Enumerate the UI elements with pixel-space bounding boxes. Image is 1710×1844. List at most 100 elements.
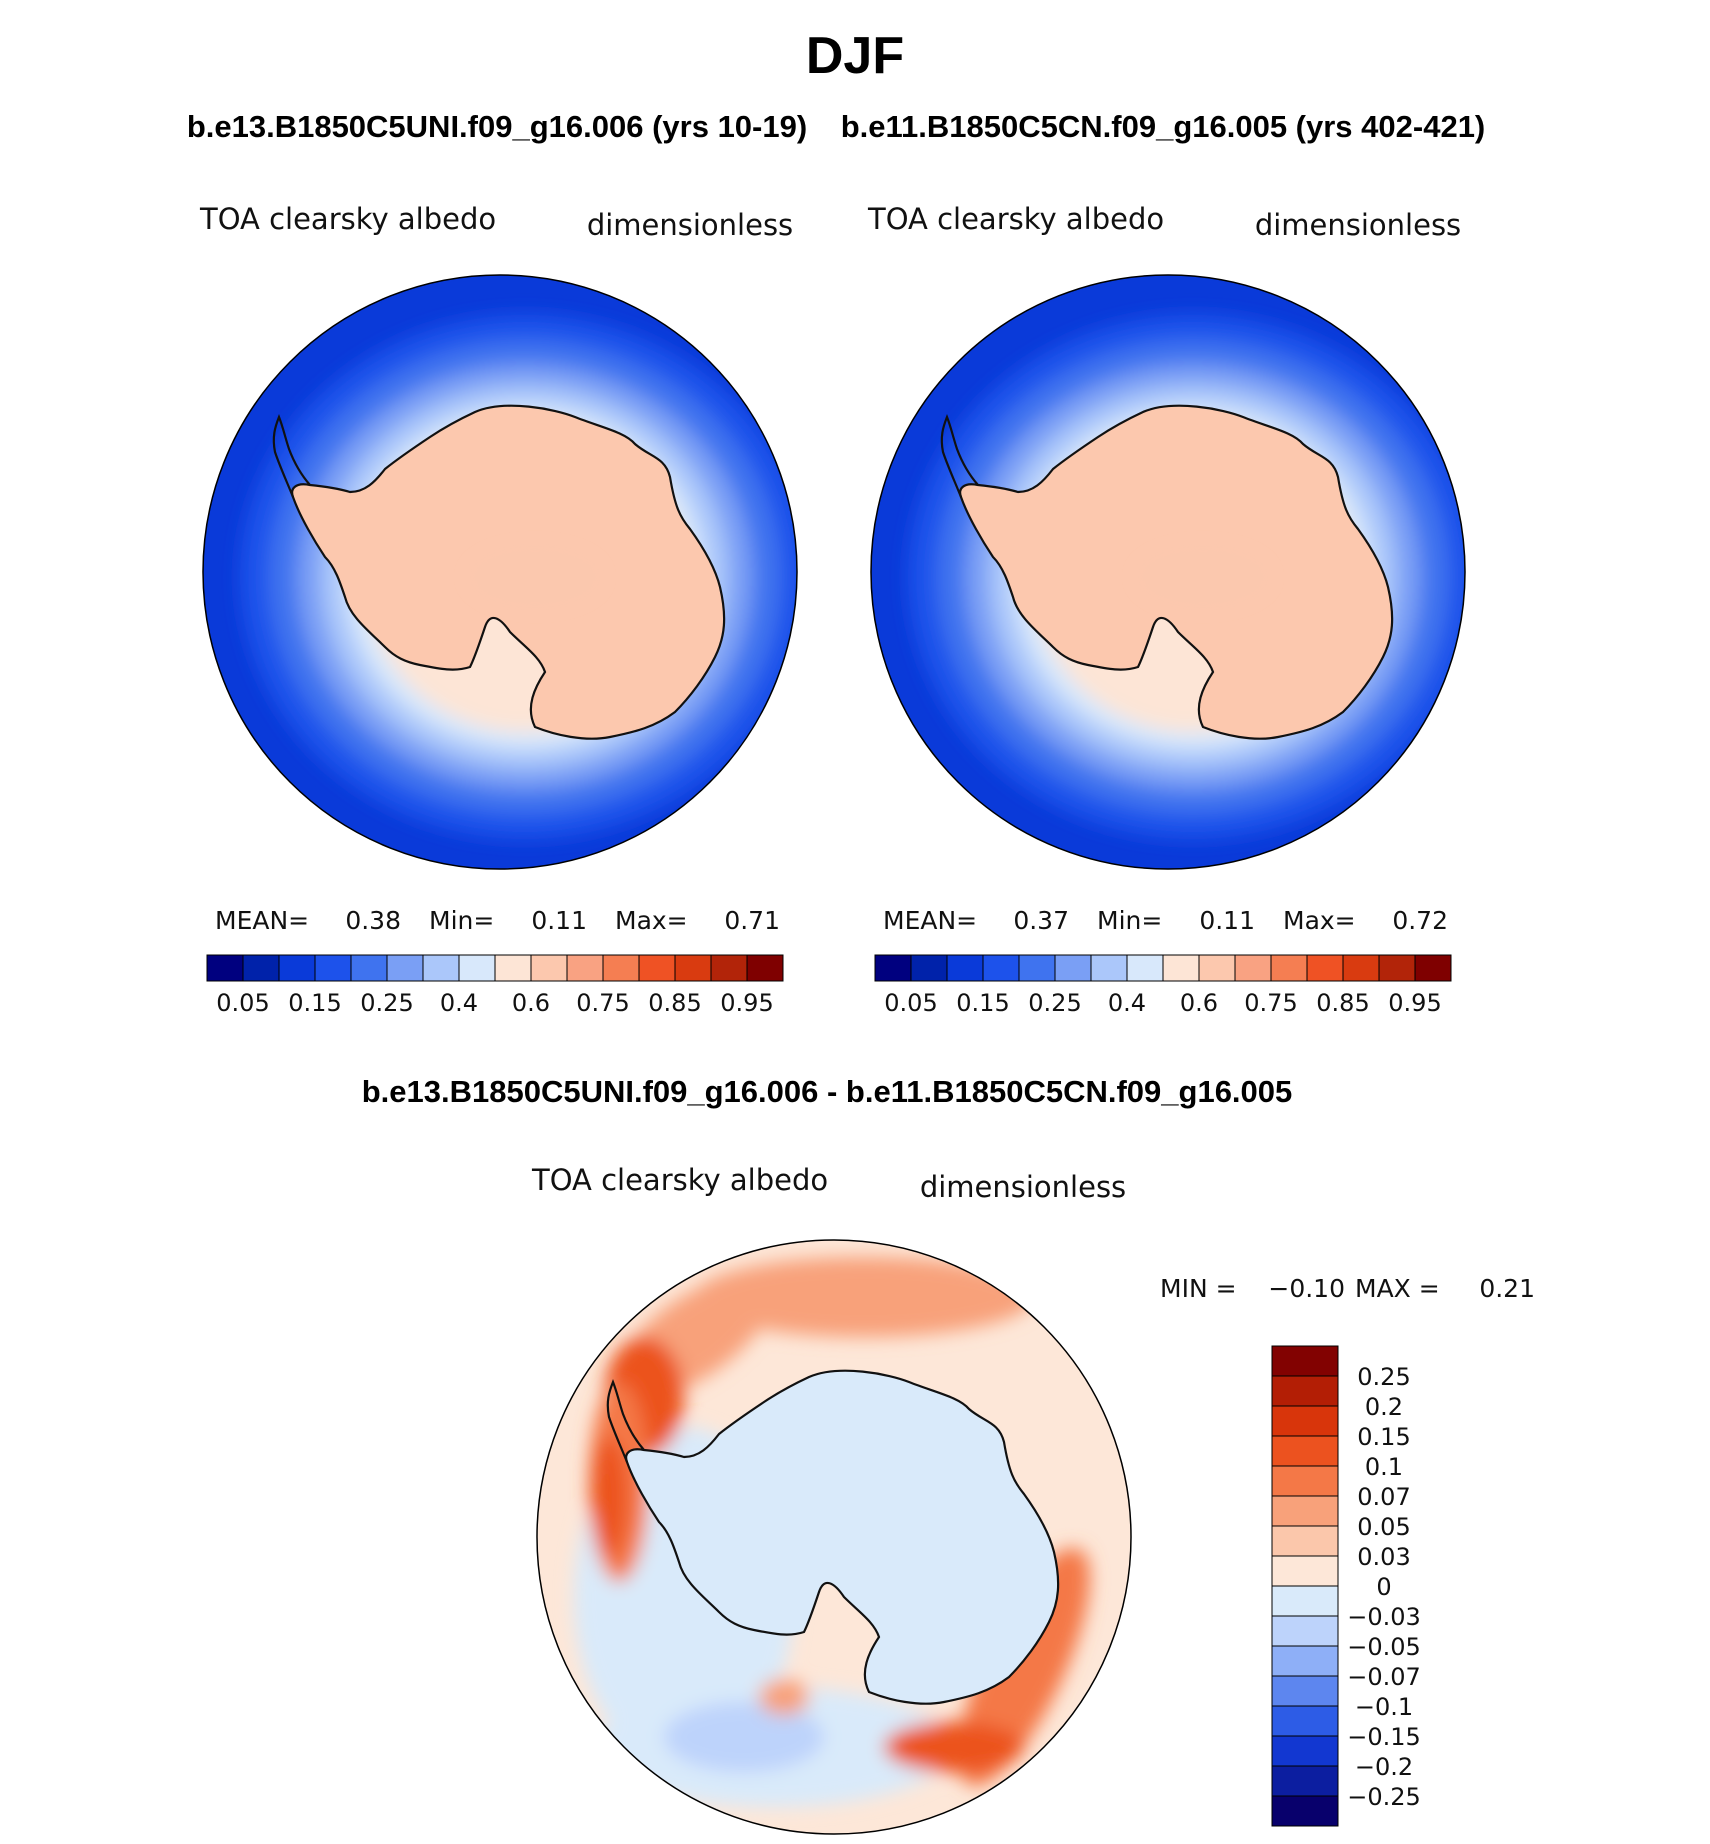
max-label: Max=: [615, 906, 688, 935]
interior-streaks: [1133, 542, 1273, 612]
colorbar: 0.250.20.150.10.070.050.030−0.03−0.05−0.…: [1271, 1345, 1421, 1827]
max-value: 0.72: [1392, 906, 1448, 935]
colorbar: 0.05 0.15 0.25 0.4 0.6 0.75 0.85 0.95: [874, 954, 1452, 1017]
colorbar-swatch: [386, 954, 424, 982]
colorbar-swatch: [314, 954, 352, 982]
colorbar-swatch: [1271, 1795, 1339, 1827]
map-frame: [536, 1239, 1132, 1835]
colorbar-label: −0.25: [1347, 1783, 1421, 1811]
antarctica: [940, 404, 1394, 740]
colorbar-label: 0.1: [1365, 1453, 1403, 1481]
page-title: DJF: [806, 27, 904, 85]
colorbar-swatch: [910, 954, 948, 982]
colorbar-swatch: [1342, 954, 1380, 982]
max-label: Max=: [1283, 906, 1356, 935]
mean-label: MEAN=: [215, 906, 309, 935]
colorbar-swatch: [350, 954, 388, 982]
colorbar-swatch: [1054, 954, 1092, 982]
colorbar-swatch: [1271, 1615, 1339, 1647]
antarctica: [272, 404, 726, 740]
colorbar-swatch: [1198, 954, 1236, 982]
interior-patch: [1133, 542, 1273, 612]
colorbar-swatch: [1271, 1435, 1339, 1467]
interior-patch: [465, 542, 605, 612]
colorbar-swatch: [278, 954, 316, 982]
colorbar-label: 0.15: [1357, 1423, 1410, 1451]
variable-label: TOA clearsky albedo: [531, 1163, 828, 1197]
colorbar-swatch: [638, 954, 676, 982]
case-title: b.e13.B1850C5UNI.f09_g16.006 (yrs 10-19): [187, 109, 807, 144]
colorbar-swatch: [1306, 954, 1344, 982]
polar-map: [203, 275, 797, 869]
colorbar-swatch: [1271, 1465, 1339, 1497]
contour-band: [664, 1702, 824, 1772]
colorbar-swatch: [1271, 1675, 1339, 1707]
units-label: dimensionless: [1255, 208, 1461, 242]
colorbar-label: −0.03: [1347, 1603, 1421, 1631]
contour-band: [759, 1679, 809, 1715]
min-value: 0.11: [1199, 906, 1255, 935]
colorbar-label: 0.25: [360, 989, 413, 1017]
colorbar-swatch: [746, 954, 784, 982]
colorbar-swatch: [1271, 1645, 1339, 1677]
colorbar-swatch: [946, 954, 984, 982]
units-label: dimensionless: [587, 208, 793, 242]
min-value: −0.10: [1268, 1274, 1345, 1303]
colorbar-swatch: [1090, 954, 1128, 982]
colorbar-swatch: [458, 954, 496, 982]
colorbar-label: −0.1: [1355, 1693, 1413, 1721]
colorbar-label: 0.95: [1388, 989, 1441, 1017]
colorbar-swatch: [1271, 1375, 1339, 1407]
units-label: dimensionless: [920, 1170, 1126, 1204]
colorbar-swatch: [530, 954, 568, 982]
colorbar-label: 0.85: [1316, 989, 1369, 1017]
colorbar-swatch: [494, 954, 532, 982]
colorbar-label: 0.75: [576, 989, 629, 1017]
max-label: MAX =: [1355, 1274, 1440, 1303]
mean-label: MEAN=: [883, 906, 977, 935]
colorbar-swatch: [1271, 1495, 1339, 1527]
colorbar-label: 0.25: [1357, 1363, 1410, 1391]
colorbar-label: 0.15: [288, 989, 341, 1017]
min-label: MIN =: [1160, 1274, 1237, 1303]
colorbar-swatch: [1018, 954, 1056, 982]
colorbar-label: 0.4: [1108, 989, 1146, 1017]
colorbar-label: 0.85: [648, 989, 701, 1017]
colorbar-swatch: [1234, 954, 1272, 982]
max-value: 0.71: [724, 906, 780, 935]
colorbar-label: 0.05: [216, 989, 269, 1017]
contour-band: [591, 1437, 627, 1557]
colorbar-label: 0.15: [956, 989, 1009, 1017]
map-frame: [870, 274, 1466, 870]
colorbar-label: 0.75: [1244, 989, 1297, 1017]
interior-streaks: [465, 542, 605, 612]
colorbar-label: 0.95: [720, 989, 773, 1017]
polar-map: [537, 1240, 1131, 1834]
colorbar-swatch: [602, 954, 640, 982]
colorbar-swatch: [1126, 954, 1164, 982]
colorbar-label: −0.2: [1355, 1753, 1413, 1781]
colorbar-label: 0.25: [1028, 989, 1081, 1017]
polar-map: [871, 275, 1465, 869]
difference-contours: [574, 1257, 1090, 1807]
mean-value: 0.38: [345, 906, 401, 935]
colorbar-swatch: [1270, 954, 1308, 982]
colorbar-label: 0.05: [1357, 1513, 1410, 1541]
colorbar-swatch: [674, 954, 712, 982]
colorbar-label: −0.15: [1347, 1723, 1421, 1751]
variable-label: TOA clearsky albedo: [867, 202, 1164, 236]
colorbar-swatch: [1271, 1405, 1339, 1437]
colorbar-label: 0.2: [1365, 1393, 1403, 1421]
map-frame: [202, 274, 798, 870]
colorbar-swatch: [1162, 954, 1200, 982]
colorbar-swatch: [1271, 1585, 1339, 1617]
colorbar-label: −0.07: [1347, 1663, 1421, 1691]
colorbar: 0.05 0.15 0.25 0.4 0.6 0.75 0.85 0.95: [206, 954, 784, 1017]
min-label: Min=: [429, 906, 494, 935]
colorbar-swatch: [1271, 1525, 1339, 1557]
mean-value: 0.37: [1013, 906, 1069, 935]
colorbar-swatch: [710, 954, 748, 982]
colorbar-label: 0.03: [1357, 1543, 1410, 1571]
colorbar-swatch: [982, 954, 1020, 982]
colorbar-swatch: [1271, 1705, 1339, 1737]
